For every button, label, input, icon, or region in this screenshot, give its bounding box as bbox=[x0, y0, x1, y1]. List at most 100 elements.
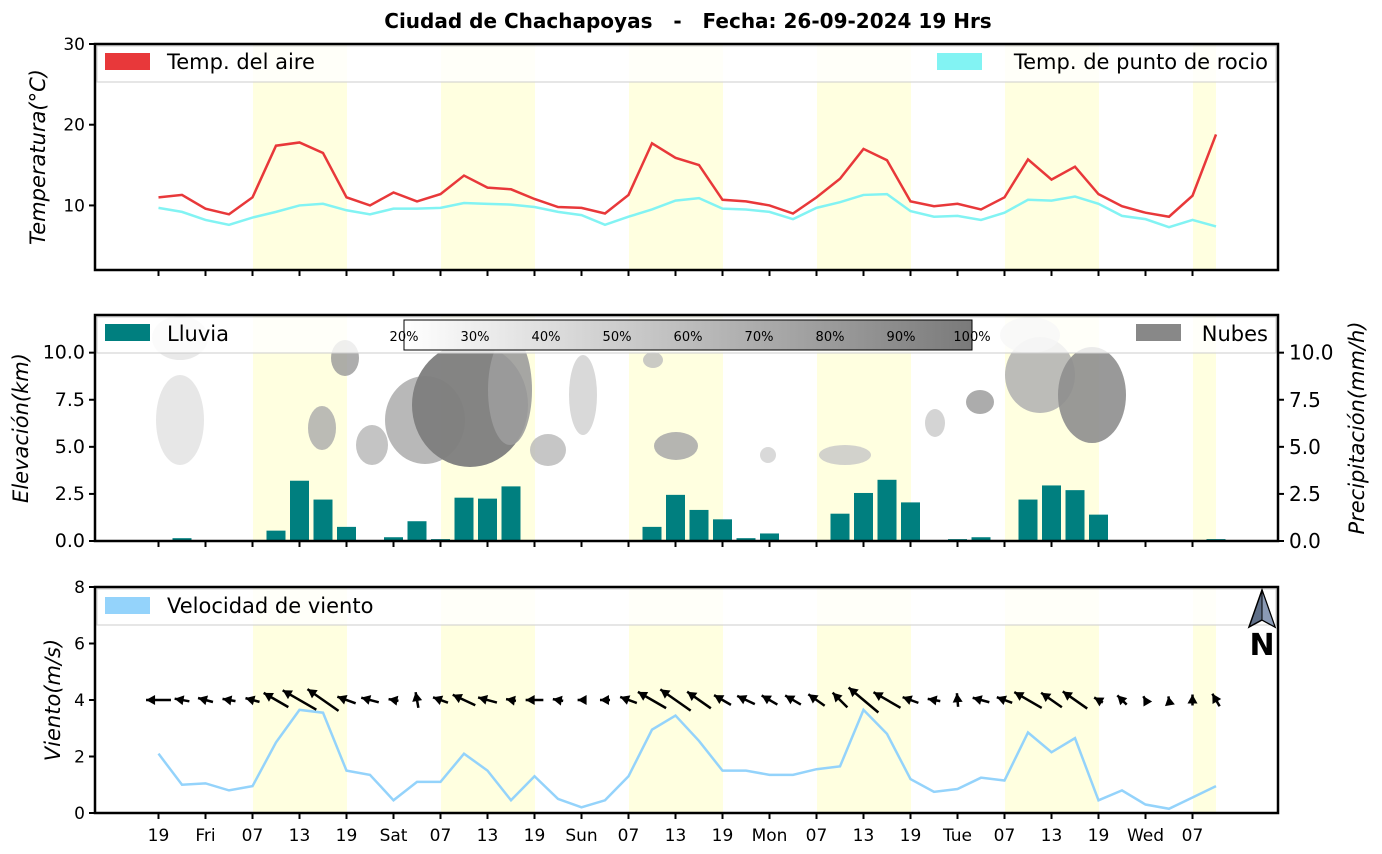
wind-y-label: Viento(m/s) bbox=[41, 639, 65, 761]
y-tick-label: 10 bbox=[63, 196, 85, 216]
legend-label-wind: Velocidad de viento bbox=[167, 594, 373, 618]
rain-bar bbox=[337, 526, 356, 541]
cloud-colorbar: 20% 30% 40% 50% 60% 70% 80% 90% 100% bbox=[390, 319, 991, 351]
colorbar-gradient bbox=[403, 319, 973, 351]
temperature-x-ticks bbox=[157, 270, 1194, 276]
y-tick-label-right: 7.5 bbox=[1289, 388, 1321, 412]
legend-label-temp-air: Temp. del aire bbox=[166, 50, 315, 74]
north-arrow-icon: N bbox=[1247, 587, 1277, 663]
precipitation-y-label: Precipitación(mm/h) bbox=[1345, 321, 1369, 534]
y-tick-label-right: 0.0 bbox=[1289, 529, 1321, 553]
cloud-patch bbox=[356, 425, 388, 465]
colorbar-labels: 20% 30% 40% 50% 60% 70% 80% 90% 100% bbox=[390, 330, 991, 345]
cloud-patch bbox=[1058, 347, 1126, 443]
rain-bar bbox=[313, 499, 333, 541]
wind-arrow bbox=[996, 695, 1013, 705]
wind-arrow bbox=[452, 693, 476, 707]
cloud-patch bbox=[488, 335, 532, 445]
y-tick-label: 30 bbox=[63, 35, 85, 55]
rain-bar bbox=[407, 521, 427, 541]
wind-arrow bbox=[1093, 696, 1105, 707]
temperature-legend: Temp. del aire Temp. de punto de rocio bbox=[96, 45, 1277, 83]
rain-bar bbox=[172, 538, 192, 541]
colorbar-label: 70% bbox=[745, 330, 774, 345]
wind-arrow bbox=[360, 695, 380, 705]
x-tick-label: 07 bbox=[618, 826, 640, 846]
wind-arrow bbox=[659, 688, 692, 712]
wind-arrow bbox=[872, 691, 902, 709]
cloud-patch bbox=[966, 390, 994, 414]
colorbar-label: 60% bbox=[674, 330, 703, 345]
wind-arrow bbox=[761, 694, 778, 706]
rain-bar bbox=[901, 502, 920, 541]
elevation-y-label: Elevación(km) bbox=[9, 353, 33, 503]
wind-arrow bbox=[637, 690, 667, 710]
wind-arrow bbox=[1116, 694, 1128, 706]
x-tick-label: 13 bbox=[1041, 826, 1063, 846]
rain-bar bbox=[971, 537, 991, 541]
x-tick-label: 07 bbox=[994, 826, 1016, 846]
y-tick-label: 6 bbox=[74, 635, 85, 655]
precipitation-x-ticks bbox=[157, 541, 1194, 547]
wind-arrow bbox=[245, 695, 260, 706]
day-band bbox=[1193, 44, 1216, 270]
colorbar-label: 30% bbox=[461, 330, 490, 345]
wind-arrow bbox=[432, 695, 449, 706]
north-label: N bbox=[1249, 628, 1274, 663]
legend-swatch-rain bbox=[105, 324, 150, 341]
cloud-patch bbox=[308, 406, 336, 450]
x-tick-label: 19 bbox=[712, 826, 734, 846]
wind-arrow bbox=[736, 694, 756, 706]
y-tick-label: 4 bbox=[74, 691, 85, 711]
colorbar-label: 100% bbox=[953, 330, 990, 345]
temperature-panel: 10 20 30 Temperatura(°C) Temp. del aire Te… bbox=[26, 35, 1280, 276]
legend-swatch-temp-dew bbox=[937, 53, 982, 70]
rain-bar bbox=[384, 537, 403, 541]
wind-speed-line bbox=[157, 707, 1217, 811]
wind-arrow bbox=[807, 693, 826, 707]
rain-bar bbox=[290, 480, 309, 541]
wind-arrow bbox=[197, 695, 214, 706]
rain-bar bbox=[642, 526, 662, 541]
wind-y-ticks: 0 2 4 6 8 bbox=[74, 578, 95, 824]
wind-arrow bbox=[282, 689, 317, 711]
rain-bar bbox=[1089, 514, 1108, 541]
wind-arrow bbox=[1040, 691, 1063, 709]
wind-arrow bbox=[306, 688, 340, 712]
wind-arrow bbox=[619, 695, 638, 705]
cloud-patch bbox=[760, 447, 776, 463]
x-tick-label: 19 bbox=[336, 826, 358, 846]
rain-bar bbox=[736, 538, 756, 541]
x-tick-label: 19 bbox=[1088, 826, 1110, 846]
wind-speed-series bbox=[157, 707, 1217, 811]
y-tick-label-right: 10.0 bbox=[1289, 341, 1334, 365]
temperature-y-ticks: 10 20 30 bbox=[63, 35, 95, 216]
wind-x-ticks: 19 Fri 07 13 19 Sat 07 13 19 Sun 07 13 19 Mon 07 13 19 Tu… bbox=[148, 813, 1203, 846]
wind-arrow bbox=[336, 695, 357, 705]
colorbar-label: 90% bbox=[887, 330, 916, 345]
figure-title: Ciudad de Chachapoyas - Fecha: 26-09-202… bbox=[384, 9, 991, 33]
colorbar-label: 20% bbox=[390, 330, 419, 345]
x-tick-label: Sat bbox=[380, 826, 408, 846]
temp-air-line bbox=[158, 133, 1218, 219]
wind-arrow bbox=[146, 695, 171, 705]
day-band bbox=[1193, 315, 1216, 541]
legend-label-rain: Lluvia bbox=[167, 322, 229, 346]
y-tick-label: 2.5 bbox=[55, 483, 85, 505]
wind-arrow bbox=[831, 691, 849, 709]
x-tick-label: Fri bbox=[195, 826, 215, 846]
y-tick-label: 7.5 bbox=[55, 389, 85, 411]
precipitation-axes-frame bbox=[93, 313, 1280, 543]
cloud-cover-field bbox=[152, 316, 1126, 467]
colorbar-label: 80% bbox=[816, 330, 845, 345]
rain-bar bbox=[1065, 490, 1085, 541]
y-tick-label: 20 bbox=[63, 116, 85, 136]
x-tick-label: 19 bbox=[900, 826, 922, 846]
wind-arrow bbox=[577, 695, 587, 705]
rain-bar bbox=[760, 533, 779, 541]
legend-swatch-clouds bbox=[1136, 324, 1181, 341]
x-tick-label: Tue bbox=[942, 826, 972, 846]
x-tick-label: Mon bbox=[752, 826, 788, 846]
wind-arrow bbox=[1211, 693, 1222, 707]
